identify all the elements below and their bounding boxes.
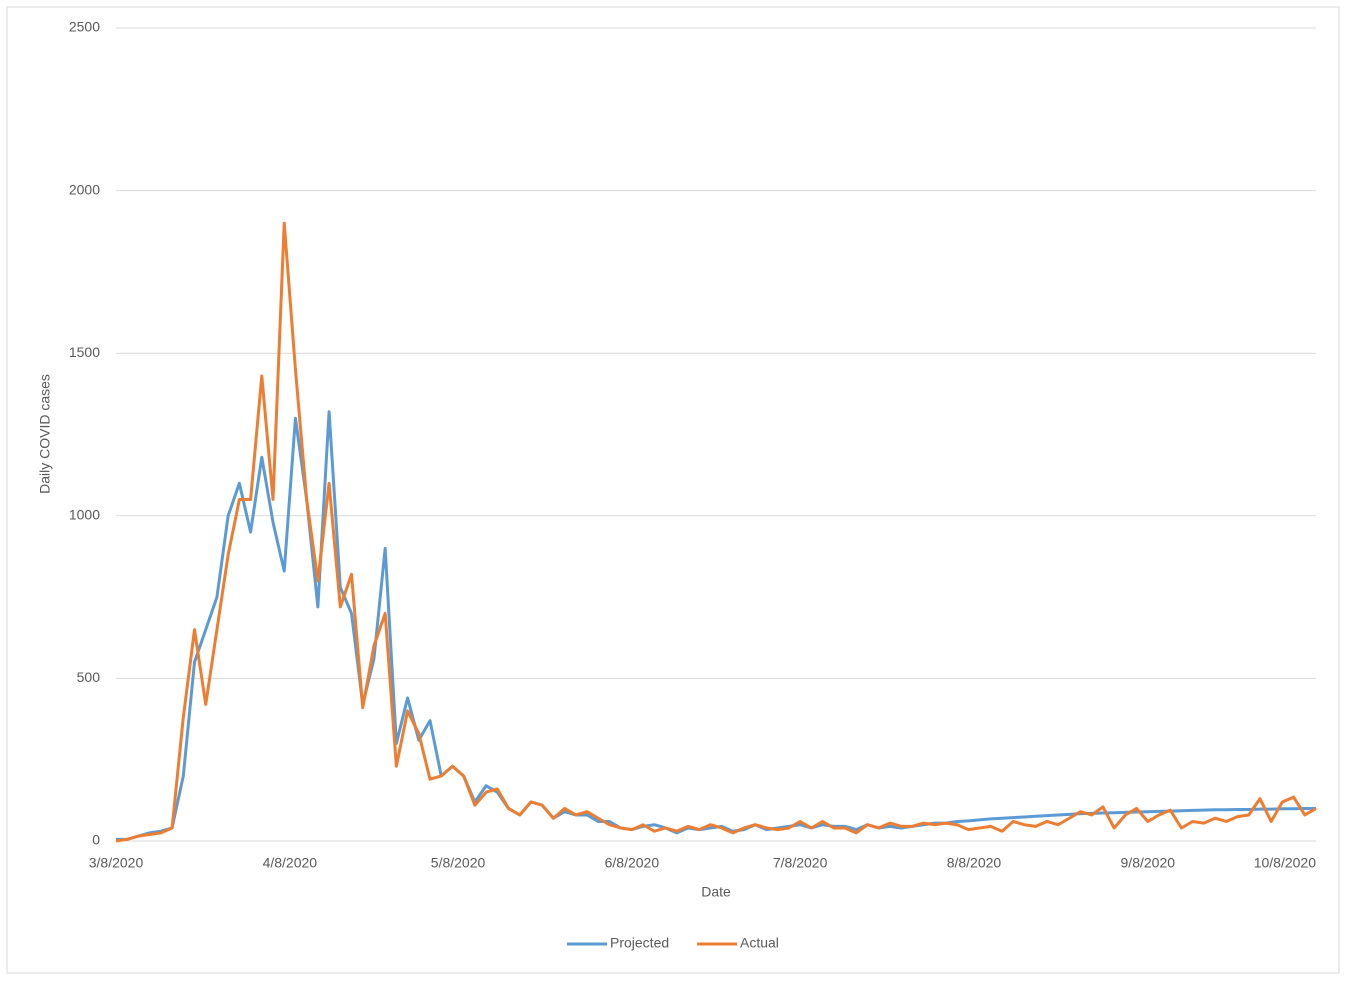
- x-tick-label: 4/8/2020: [263, 855, 318, 871]
- x-tick-label: 7/8/2020: [773, 855, 828, 871]
- x-axis-label: Date: [701, 884, 731, 900]
- line-series: [115, 221, 1317, 843]
- y-tick-label: 2500: [69, 19, 100, 35]
- legend-label: Actual: [740, 935, 779, 951]
- x-tick-label: 6/8/2020: [605, 855, 660, 871]
- x-tick-label: 10/8/2020: [1254, 855, 1316, 871]
- legend-label: Projected: [610, 935, 669, 951]
- x-tick-label: 8/8/2020: [947, 855, 1002, 871]
- x-tick-label: 9/8/2020: [1121, 855, 1176, 871]
- y-axis-label: Daily COVID cases: [37, 374, 53, 494]
- x-tick-label: 3/8/2020: [89, 855, 144, 871]
- y-tick-label: 1500: [69, 344, 100, 360]
- chart-frame: [6, 6, 1340, 974]
- x-tick-label: 5/8/2020: [431, 855, 486, 871]
- y-tick-label: 2000: [69, 181, 100, 197]
- y-tick-label: 0: [92, 832, 100, 848]
- y-tick-label: 500: [77, 669, 101, 685]
- y-tick-label: 1000: [69, 507, 100, 523]
